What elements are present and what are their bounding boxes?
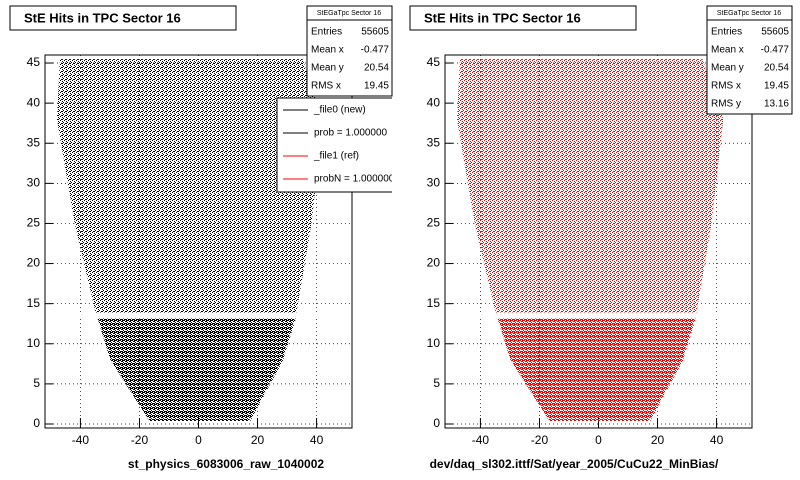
y-tick-label: 15 [27, 296, 41, 310]
stats-label: RMS x [311, 81, 341, 92]
y-tick-label: 25 [27, 216, 41, 230]
y-tick-label: 20 [427, 256, 441, 270]
x-tick-label: -20 [531, 433, 549, 447]
stats-label: RMS x [711, 81, 741, 92]
stats-label: Mean x [711, 45, 744, 56]
y-tick-label: 20 [27, 256, 41, 270]
y-tick-label: 45 [27, 55, 41, 69]
stats-value: 13.16 [764, 99, 789, 110]
y-tick-label: 30 [427, 176, 441, 190]
x-tick-label: 20 [651, 433, 665, 447]
x-tick-label: 0 [595, 433, 602, 447]
stats-label: Entries [711, 27, 742, 38]
stats-label: Entries [311, 27, 342, 38]
y-tick-label: 15 [427, 296, 441, 310]
stats-header: StEGaTpc Sector 16 [317, 10, 381, 17]
y-tick-label: 40 [427, 95, 441, 109]
title-box [9, 5, 237, 31]
stats-label: Mean y [311, 63, 344, 74]
x-tick-label: 0 [195, 433, 202, 447]
y-tick-label: 45 [427, 55, 441, 69]
chart-title: StE Hits in TPC Sector 16 [424, 10, 581, 25]
y-tick-label: 35 [427, 135, 441, 149]
stats-label: Mean y [711, 63, 744, 74]
legend-label: probN = 1.000000 [314, 174, 395, 185]
stats-label: Mean x [311, 45, 344, 56]
stats-box [706, 5, 793, 115]
legend-label: prob = 1.000000 [314, 128, 388, 139]
stats-header: StEGaTpc Sector 16 [717, 10, 781, 17]
y-tick-label: 25 [427, 216, 441, 230]
title-box [409, 5, 637, 31]
x-tick-label: 40 [310, 433, 324, 447]
legend-label: _file0 (new) [313, 105, 366, 116]
stats-value: 19.45 [764, 81, 789, 92]
legend-box [276, 97, 392, 193]
legend: _file0 (new) prob = 1.000000 _file1 (ref) p… [276, 97, 395, 193]
gap-band [46, 312, 351, 319]
x-tick-label: -40 [472, 433, 490, 447]
y-tick-label: 30 [27, 176, 41, 190]
y-tick-label: 5 [433, 376, 440, 390]
stats-value: 20.54 [764, 63, 789, 74]
y-tick-label: 10 [427, 336, 441, 350]
stats-value: -0.477 [761, 45, 790, 56]
stats-box [306, 5, 393, 97]
y-tick-label: 40 [27, 95, 41, 109]
x-label: dev/daq_sl302.ittf/Sat/year_2005/CuCu22_… [430, 457, 719, 471]
stats-value: 19.45 [364, 81, 389, 92]
x-tick-label: -40 [72, 433, 90, 447]
hit-cloud-core [96, 312, 298, 421]
stats-value: 55605 [361, 27, 389, 38]
stats-value: 55605 [761, 27, 789, 38]
x-tick-label: 20 [251, 433, 265, 447]
hit-cloud-core [496, 312, 698, 421]
y-tick-label: 0 [33, 416, 40, 430]
x-tick-label: 40 [710, 433, 724, 447]
stats-value: -0.477 [361, 45, 390, 56]
stats-value: 20.54 [364, 63, 389, 74]
legend-label: _file1 (ref) [313, 151, 359, 162]
x-tick-label: -20 [131, 433, 149, 447]
y-tick-label: 0 [433, 416, 440, 430]
y-tick-label: 35 [27, 135, 41, 149]
gap-band [446, 312, 751, 319]
stats-label: RMS y [711, 99, 741, 110]
chart-title: StE Hits in TPC Sector 16 [24, 10, 181, 25]
x-label: st_physics_6083006_raw_1040002 [128, 457, 324, 471]
y-tick-label: 5 [33, 376, 40, 390]
y-tick-label: 10 [27, 336, 41, 350]
